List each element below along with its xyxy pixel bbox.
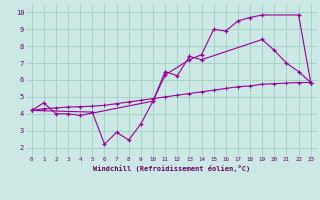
X-axis label: Windchill (Refroidissement éolien,°C): Windchill (Refroidissement éolien,°C) [92, 165, 250, 172]
